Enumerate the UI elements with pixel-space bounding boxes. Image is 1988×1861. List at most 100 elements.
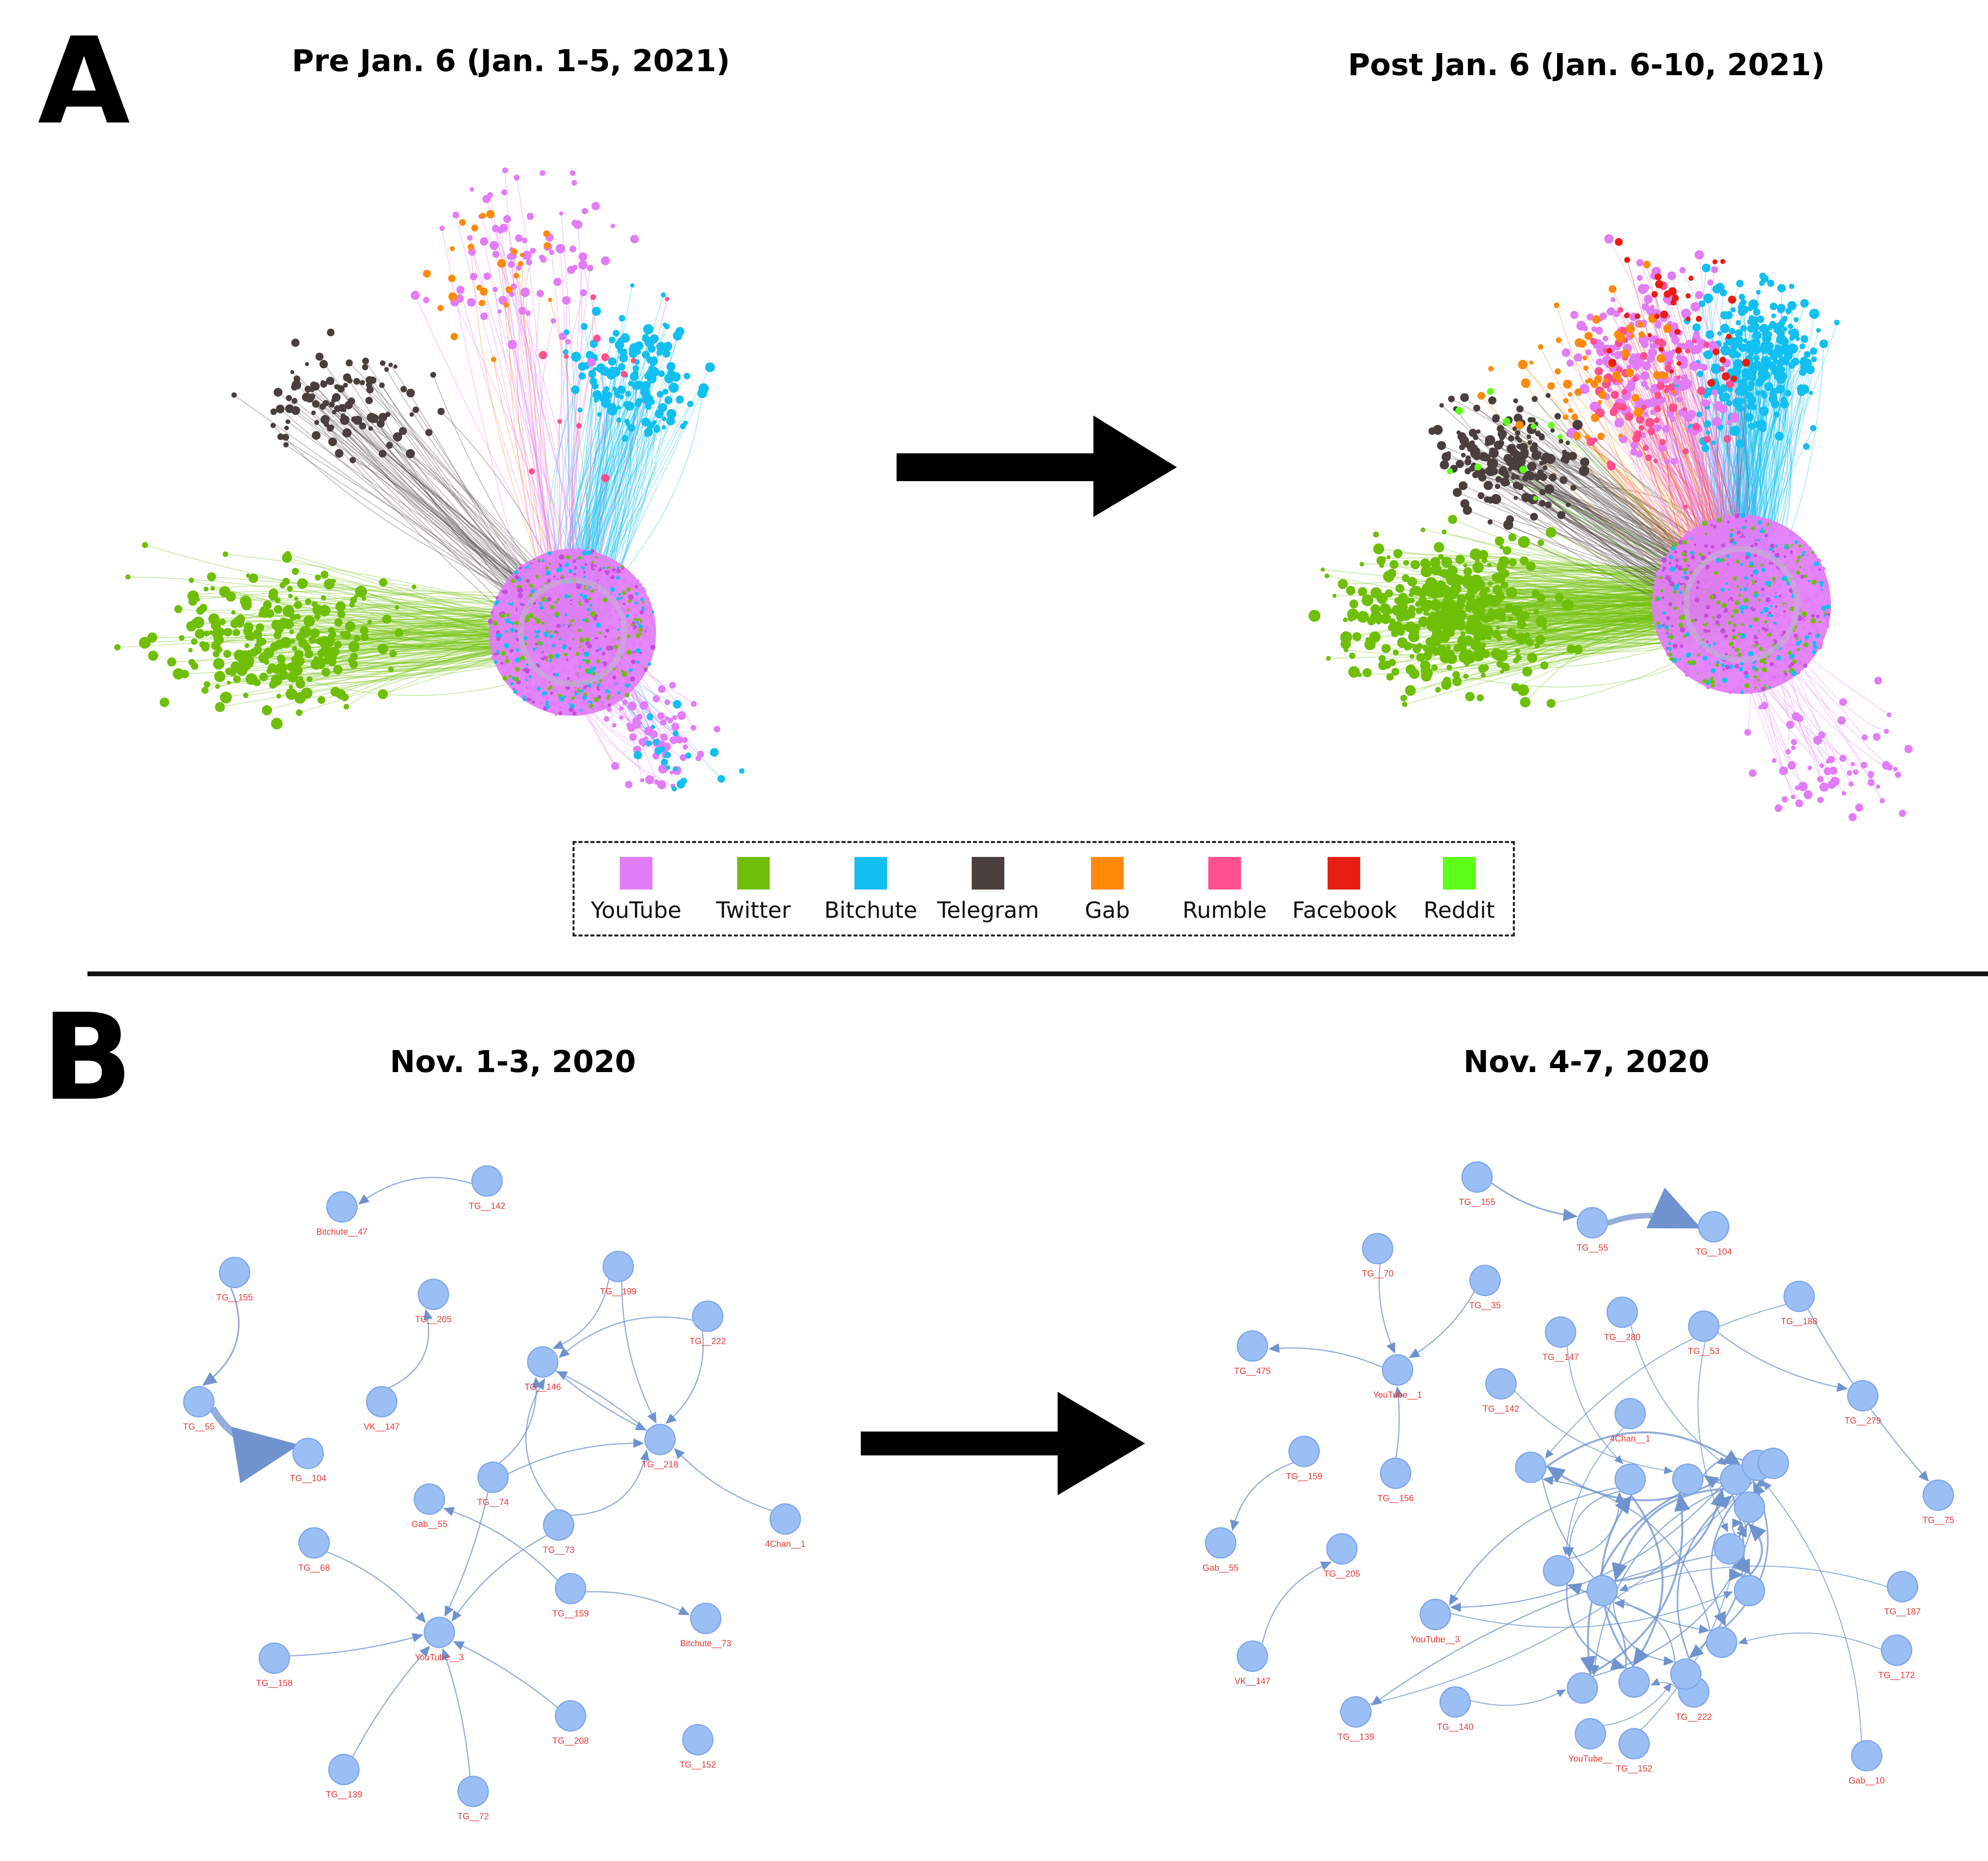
node — [1692, 339, 1697, 344]
node — [620, 333, 630, 343]
panel-b-right-title: Nov. 4-7, 2020 — [1463, 1044, 1710, 1079]
hub-node — [1721, 603, 1727, 608]
hub-node — [1757, 520, 1762, 525]
hub-node — [1703, 594, 1707, 598]
node — [1472, 561, 1484, 573]
hub-node — [598, 662, 604, 668]
hub-node — [1668, 561, 1672, 565]
hub-node — [1749, 541, 1753, 545]
hub-node — [1684, 666, 1689, 672]
node — [1437, 441, 1446, 450]
hub-node — [618, 593, 621, 596]
node — [671, 723, 679, 731]
hub-node — [540, 567, 546, 573]
node — [1800, 343, 1806, 350]
node — [631, 357, 637, 363]
node — [283, 442, 289, 448]
hub-node — [1800, 575, 1804, 579]
hub-node — [1772, 581, 1776, 585]
node — [210, 586, 215, 591]
node — [1873, 733, 1881, 741]
hub-node — [563, 561, 567, 564]
node — [274, 597, 281, 603]
node — [1636, 451, 1643, 458]
node — [1611, 390, 1619, 399]
node — [1879, 798, 1885, 804]
node — [1629, 333, 1635, 339]
hub-node — [1813, 644, 1817, 649]
node — [1637, 321, 1644, 328]
node — [1712, 348, 1720, 355]
node — [1421, 527, 1425, 532]
node — [1349, 599, 1358, 608]
node — [1746, 403, 1753, 410]
node — [1728, 295, 1736, 304]
node — [1748, 299, 1759, 310]
node — [1378, 660, 1388, 670]
hub-node — [1694, 597, 1700, 603]
node — [1774, 412, 1780, 418]
hub-node — [564, 653, 568, 657]
node — [1800, 335, 1808, 343]
node — [219, 618, 226, 626]
node — [307, 676, 313, 682]
node — [1639, 331, 1645, 338]
node — [641, 742, 646, 747]
hub-node — [1714, 611, 1718, 616]
node — [1521, 493, 1531, 502]
hub-node — [616, 576, 620, 580]
node — [1555, 368, 1561, 375]
hub-node — [596, 659, 600, 664]
hub-node — [1721, 543, 1725, 548]
node — [296, 709, 303, 716]
node — [1624, 257, 1630, 263]
hub-node — [1693, 532, 1698, 538]
hub-node — [582, 594, 588, 600]
node — [1718, 404, 1728, 414]
hub-node — [547, 551, 552, 556]
node — [536, 289, 544, 297]
hub-node — [494, 615, 499, 620]
hub-node — [530, 589, 535, 594]
hub-node — [540, 681, 546, 686]
node — [544, 242, 551, 249]
edges — [117, 170, 722, 787]
node — [1530, 445, 1538, 453]
hub-node — [510, 682, 513, 686]
node — [617, 405, 621, 410]
hub-node — [1710, 545, 1714, 549]
hub-node — [1796, 641, 1800, 646]
hub-node — [557, 598, 560, 601]
node — [1724, 435, 1731, 443]
hub-node — [515, 657, 520, 663]
node — [1648, 427, 1655, 435]
node — [619, 315, 625, 322]
node — [1598, 390, 1607, 399]
node — [1645, 418, 1655, 427]
node — [661, 292, 666, 298]
node — [526, 213, 534, 220]
node — [199, 641, 206, 648]
node — [1846, 770, 1852, 776]
panel-b-letter: B — [42, 988, 133, 1127]
node — [1783, 338, 1788, 343]
hub-node — [632, 634, 635, 637]
node — [1573, 432, 1581, 440]
node — [646, 713, 653, 720]
hub-node — [590, 611, 596, 617]
node — [1641, 303, 1650, 311]
hub-node — [1726, 613, 1729, 616]
hub-node — [549, 659, 552, 662]
hub-node — [611, 651, 617, 657]
hub-node — [1748, 651, 1754, 657]
hub-node — [593, 566, 596, 569]
hub-node — [596, 610, 601, 615]
node — [656, 342, 666, 352]
hub-node — [1826, 622, 1829, 626]
node — [1389, 560, 1399, 569]
hub-node — [588, 591, 591, 594]
node — [1720, 357, 1726, 363]
node — [1455, 407, 1463, 415]
node — [1584, 332, 1593, 340]
hub-node — [1662, 599, 1666, 603]
